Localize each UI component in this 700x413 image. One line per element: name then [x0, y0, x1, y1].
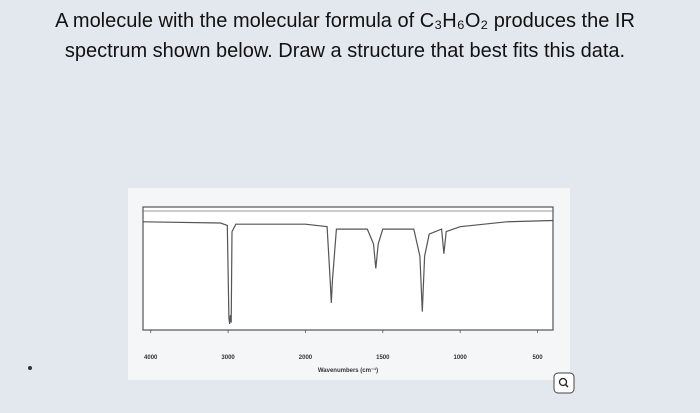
x-tick-label: 1000 [453, 355, 467, 361]
zoom-icon-handle[interactable] [564, 383, 569, 388]
plot-frame [142, 206, 554, 331]
x-tick-label: 500 [533, 355, 544, 361]
bullet [28, 366, 32, 370]
x-tick-label: 3000 [221, 355, 235, 361]
spectrum-line [142, 219, 554, 324]
x-axis-label: Wavenumbers (cm⁻¹) [318, 367, 378, 374]
zoom-icon[interactable] [558, 377, 568, 387]
x-tick-label: 1500 [376, 355, 390, 361]
zoom-button[interactable] [553, 372, 575, 394]
x-tick-label: 4000 [144, 355, 158, 361]
zoom-button-box[interactable] [553, 372, 575, 394]
question-text: A molecule with the molecular formula of… [55, 10, 635, 62]
x-tick-label: 2000 [299, 355, 313, 361]
